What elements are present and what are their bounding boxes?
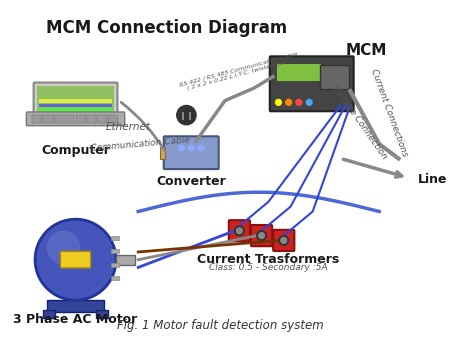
- FancyBboxPatch shape: [37, 86, 113, 120]
- Text: MCM Connection Diagram: MCM Connection Diagram: [46, 19, 288, 37]
- Bar: [96, 310, 108, 318]
- FancyBboxPatch shape: [229, 220, 250, 241]
- FancyBboxPatch shape: [34, 83, 117, 124]
- Text: Line: Line: [418, 173, 447, 186]
- FancyBboxPatch shape: [251, 225, 272, 246]
- Bar: [40, 113, 112, 116]
- Circle shape: [306, 99, 312, 105]
- Bar: [54, 115, 63, 123]
- Bar: [40, 108, 112, 111]
- Text: Ethernet: Ethernet: [106, 122, 151, 132]
- Text: Current Connections: Current Connections: [369, 68, 409, 158]
- Text: RS 422 / RS 485 Communication Cable
( 2 x 2 x 0.22 L.I.Y.C. twisted pair ): RS 422 / RS 485 Communication Cable ( 2 …: [179, 51, 300, 93]
- Bar: [86, 115, 96, 123]
- Circle shape: [177, 105, 196, 125]
- Circle shape: [296, 99, 302, 105]
- FancyBboxPatch shape: [27, 112, 125, 126]
- Circle shape: [281, 238, 287, 243]
- Text: 3 Phase AC Motor: 3 Phase AC Motor: [14, 313, 138, 326]
- FancyBboxPatch shape: [164, 136, 219, 169]
- Bar: [111, 249, 119, 253]
- Bar: [182, 112, 184, 120]
- Bar: [76, 115, 85, 123]
- Text: Computer: Computer: [41, 144, 110, 157]
- Text: Converter: Converter: [156, 175, 226, 188]
- Bar: [116, 255, 135, 264]
- Bar: [40, 99, 112, 103]
- FancyBboxPatch shape: [270, 56, 354, 111]
- Bar: [43, 115, 53, 123]
- Text: Current Trasformers: Current Trasformers: [197, 253, 339, 266]
- Circle shape: [257, 231, 266, 240]
- Bar: [32, 115, 42, 123]
- Bar: [111, 276, 119, 280]
- FancyBboxPatch shape: [320, 65, 349, 89]
- Text: Class: 0.5 - Secondary :5A: Class: 0.5 - Secondary :5A: [209, 263, 328, 272]
- Circle shape: [275, 99, 281, 105]
- Circle shape: [237, 228, 242, 234]
- Circle shape: [286, 99, 292, 105]
- Text: Voltage Connection: Voltage Connection: [331, 84, 389, 161]
- FancyBboxPatch shape: [60, 251, 91, 268]
- Bar: [108, 115, 118, 123]
- Text: Communication Cable: Communication Cable: [90, 135, 190, 153]
- Circle shape: [179, 145, 184, 151]
- Bar: [65, 115, 74, 123]
- Text: Fig. 1 Motor fault detection system: Fig. 1 Motor fault detection system: [117, 319, 324, 332]
- Bar: [43, 310, 55, 318]
- Circle shape: [189, 145, 194, 151]
- Circle shape: [279, 236, 288, 245]
- Circle shape: [35, 219, 116, 300]
- Bar: [160, 146, 165, 159]
- FancyBboxPatch shape: [273, 230, 294, 251]
- Bar: [189, 112, 191, 120]
- Bar: [97, 115, 107, 123]
- Bar: [40, 104, 112, 107]
- Text: MCM: MCM: [346, 43, 387, 58]
- Bar: [111, 263, 119, 267]
- Circle shape: [259, 233, 265, 238]
- Circle shape: [198, 145, 204, 151]
- Circle shape: [47, 232, 80, 264]
- Circle shape: [234, 226, 244, 236]
- FancyBboxPatch shape: [275, 62, 321, 81]
- Bar: [47, 300, 104, 312]
- Bar: [111, 236, 119, 240]
